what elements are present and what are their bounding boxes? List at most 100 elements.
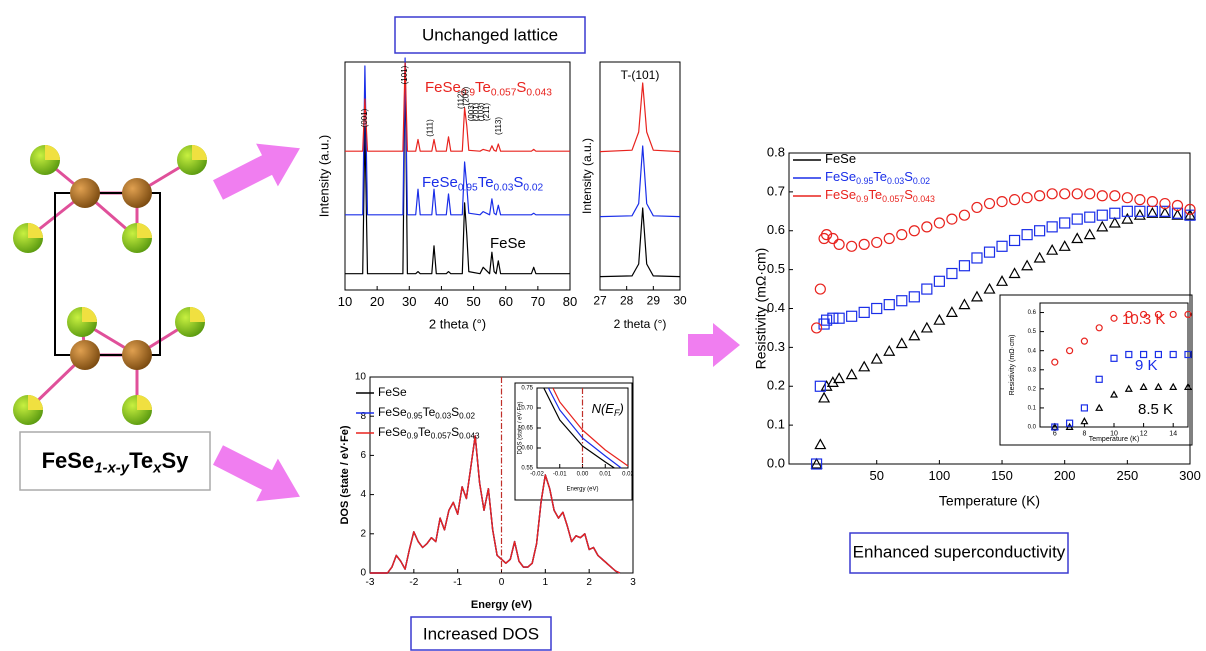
marker <box>1080 337 1089 345</box>
marker <box>970 290 983 302</box>
x-tick-label: 0.02 <box>622 471 634 477</box>
y-tick-label: 0.0 <box>1028 425 1037 431</box>
annotation: 9 K <box>1135 357 1158 374</box>
marker <box>983 246 996 258</box>
peak-label: (200) <box>462 86 471 105</box>
marker <box>814 380 826 392</box>
formula-box <box>19 431 211 491</box>
series-line <box>599 145 681 218</box>
marker <box>820 314 833 326</box>
peak-label: (211) <box>482 103 491 121</box>
x-tick-label: 27 <box>593 294 607 308</box>
marker <box>1139 350 1148 359</box>
marker <box>996 275 1009 286</box>
marker <box>1071 232 1084 244</box>
marker <box>1146 207 1159 218</box>
caption: Increased DOS <box>423 624 539 643</box>
x-tick-label: 10 <box>1110 430 1118 437</box>
marker <box>1046 188 1058 200</box>
marker <box>996 195 1008 208</box>
marker <box>1095 375 1103 383</box>
legend-label: FeSe0.9Te0.057S0.043 <box>378 425 480 441</box>
peak-label: (112) <box>456 91 465 109</box>
x-tick-label: 2 <box>586 577 592 588</box>
x-tick-label: -3 <box>366 577 375 588</box>
marker <box>1096 209 1108 221</box>
marker <box>1184 310 1192 319</box>
x-axis-label: Energy (eV) <box>566 487 598 493</box>
marker <box>1108 216 1121 228</box>
marker <box>958 209 971 221</box>
marker <box>1051 358 1059 366</box>
marker <box>921 221 933 233</box>
marker <box>1159 205 1171 217</box>
marker <box>896 295 908 307</box>
x-tick-label: 300 <box>1179 468 1201 483</box>
peak-label: (113) <box>494 117 503 135</box>
y-axis-label: Resistivity (mΩ·cm) <box>1009 335 1016 396</box>
marker <box>1184 209 1196 221</box>
x-tick-label: 12 <box>1140 430 1148 437</box>
series-line <box>370 435 621 574</box>
marker <box>958 298 971 310</box>
marker <box>1051 423 1059 431</box>
y-tick-label: 0.75 <box>521 386 533 392</box>
marker <box>933 275 945 287</box>
legend-label: FeSe0.9Te0.057S0.043 <box>825 187 935 204</box>
marker <box>1183 208 1197 220</box>
formula: FeSe1-x-yTexSy <box>42 448 190 477</box>
plot-frame <box>599 61 681 291</box>
marker <box>1083 228 1096 240</box>
y-tick-label: 0.55 <box>521 466 533 472</box>
x-tick-label: 14 <box>1169 430 1177 437</box>
chart-title: T-(101) <box>621 68 660 82</box>
series-label: FeSe0.95Te0.03S0.02 <box>422 174 544 193</box>
y-tick-label: 0.5 <box>767 261 785 276</box>
peak-label: (001) <box>360 108 369 127</box>
marker <box>996 240 1008 252</box>
y-axis-label: DOS (state / eV·Fe) <box>339 425 351 524</box>
marker <box>945 306 958 317</box>
marker <box>1183 382 1193 390</box>
marker <box>1034 225 1046 237</box>
marker <box>1095 403 1104 411</box>
x-axis-label: Temperature (K) <box>939 493 1040 509</box>
marker <box>1046 221 1058 233</box>
x-tick-label: 0.00 <box>577 471 589 477</box>
marker <box>820 229 833 241</box>
y-tick-label: 0.4 <box>767 300 785 315</box>
annotation: N(EF) <box>592 401 624 418</box>
marker <box>1125 310 1133 319</box>
y-axis-label: Resistivity (mΩ·cm) <box>753 248 769 370</box>
x-axis-label: 2 theta (°) <box>614 317 667 331</box>
y-tick-label: 0.3 <box>767 339 785 354</box>
x-tick-label: 1 <box>543 577 549 588</box>
marker <box>1134 194 1146 206</box>
marker <box>1109 190 1121 202</box>
marker <box>1139 382 1148 390</box>
x-axis-label: 2 theta (°) <box>429 316 486 331</box>
y-tick-label: 10 <box>355 372 367 383</box>
y-tick-label: 0 <box>360 568 366 579</box>
marker <box>983 197 996 210</box>
x-tick-label: 6 <box>1053 430 1057 437</box>
series-line <box>552 387 629 467</box>
marker <box>1050 422 1059 430</box>
marker <box>818 391 831 403</box>
series-line <box>599 82 681 153</box>
x-tick-label: 8 <box>1082 430 1086 437</box>
caption-box <box>410 616 552 651</box>
marker <box>895 337 908 349</box>
y-tick-label: 4 <box>360 489 366 500</box>
y-tick-label: 8 <box>360 411 366 422</box>
marker <box>833 372 846 384</box>
marker <box>1109 207 1121 219</box>
marker <box>1021 229 1033 241</box>
y-tick-label: 6 <box>360 450 366 461</box>
x-tick-label: 30 <box>402 294 416 309</box>
marker <box>1071 188 1083 200</box>
marker <box>1110 314 1118 322</box>
series-line <box>543 387 615 469</box>
marker <box>810 457 823 469</box>
